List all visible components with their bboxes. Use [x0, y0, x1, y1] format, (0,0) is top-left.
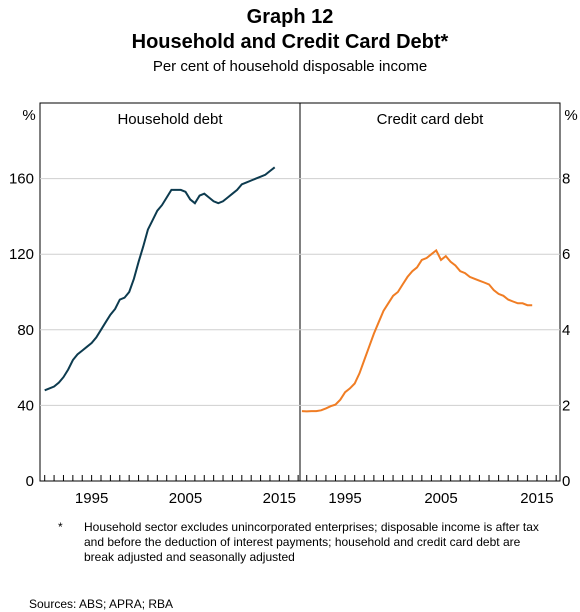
- chart-area: Household debt Credit card debt % % 0408…: [9, 102, 578, 507]
- y-tick-label-left: 0: [26, 473, 34, 490]
- x-tick-label-left: 2015: [263, 490, 296, 507]
- x-tick-label-left: 1995: [75, 490, 108, 507]
- y-tick-label-right: 2: [562, 397, 570, 414]
- left-x-tick-labels: 1995 2005 2015: [75, 490, 296, 507]
- y-tick-label-right: 8: [562, 171, 570, 188]
- y-tick-label-left: 120: [9, 246, 34, 263]
- left-x-ticks: [44, 475, 299, 481]
- y-tick-label-right: 4: [562, 322, 570, 339]
- left-y-tick-labels: 0 40 80 120 160: [9, 171, 34, 490]
- y-tick-label-right: 6: [562, 246, 570, 263]
- chart-subtitle: Per cent of household disposable income: [152, 58, 428, 75]
- footnote-text: Household sector excludes unincorporated…: [84, 520, 539, 564]
- right-gridlines: [300, 178, 560, 406]
- panel-title-household-debt: Household debt: [117, 111, 223, 128]
- y-tick-label-right: 0: [562, 473, 570, 490]
- chart-title-line2: Household and Credit Card Debt*: [131, 31, 449, 53]
- credit-card-debt-line: [301, 248, 533, 413]
- left-y-unit-label: %: [22, 107, 35, 124]
- x-tick-label-right: 2005: [424, 490, 457, 507]
- household-debt-line: [44, 166, 276, 392]
- x-tick-label-right: 1995: [328, 490, 361, 507]
- y-tick-label-left: 80: [17, 322, 34, 339]
- footnote-marker: *: [58, 520, 63, 534]
- right-y-unit-label: %: [564, 107, 577, 124]
- y-tick-label-left: 40: [17, 397, 34, 414]
- x-tick-label-left: 2005: [169, 490, 202, 507]
- left-gridlines: [40, 178, 300, 406]
- panel-title-credit-card-debt: Credit card debt: [377, 111, 485, 128]
- right-x-ticks: [306, 475, 557, 481]
- y-tick-label-left: 160: [9, 171, 34, 188]
- chart-title-line1: Graph 12: [246, 6, 334, 28]
- x-tick-label-right: 2015: [520, 490, 553, 507]
- sources-line: Sources: ABS; APRA; RBA: [29, 597, 174, 611]
- right-x-tick-labels: 1995 2005 2015: [328, 490, 553, 507]
- right-y-tick-labels: 0 2 4 6 8: [562, 171, 570, 490]
